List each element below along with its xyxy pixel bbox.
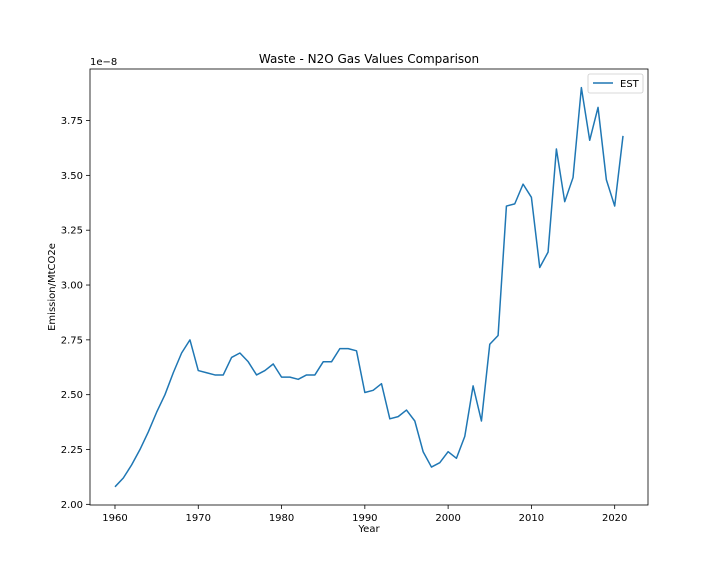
legend-frame xyxy=(587,73,644,94)
y-tick-label: 2.25 xyxy=(61,445,83,456)
y-tick-label: 2.00 xyxy=(61,500,83,511)
legend-label-est: EST xyxy=(620,79,640,90)
x-axis-ticks: 1960 1970 1980 1990 2000 2010 2020 xyxy=(102,505,627,524)
y-offset-label: 1e−8 xyxy=(90,57,117,68)
legend: EST xyxy=(587,73,644,94)
x-tick-label: 2020 xyxy=(602,513,627,524)
y-tick-label: 2.75 xyxy=(61,335,83,346)
x-tick-label: 1970 xyxy=(186,513,211,524)
x-tick-label: 1980 xyxy=(269,513,294,524)
plot-area: 1960 1970 1980 1990 2000 2010 2020 2.00 2.25 2.5… xyxy=(61,68,649,524)
x-tick-label: 1990 xyxy=(352,513,377,524)
y-tick-label: 3.50 xyxy=(61,171,83,182)
axes-frame xyxy=(89,68,649,506)
y-tick-label: 3.25 xyxy=(61,226,83,237)
x-tick-label: 2000 xyxy=(435,513,460,524)
x-tick-label: 1960 xyxy=(102,513,127,524)
y-tick-label: 2.50 xyxy=(61,390,83,401)
y-axis-ticks: 2.00 2.25 2.50 2.75 3.00 3.25 3.50 3.75 xyxy=(61,116,90,511)
y-tick-label: 3.75 xyxy=(61,116,83,127)
chart-title: Waste - N2O Gas Values Comparison xyxy=(259,52,479,66)
series-line-est xyxy=(114,86,624,488)
x-tick-label: 2010 xyxy=(519,513,544,524)
y-tick-label: 3.00 xyxy=(61,281,83,292)
y-axis-label: Emission/MtCO2e xyxy=(47,243,58,331)
x-axis-label: Year xyxy=(357,524,380,535)
